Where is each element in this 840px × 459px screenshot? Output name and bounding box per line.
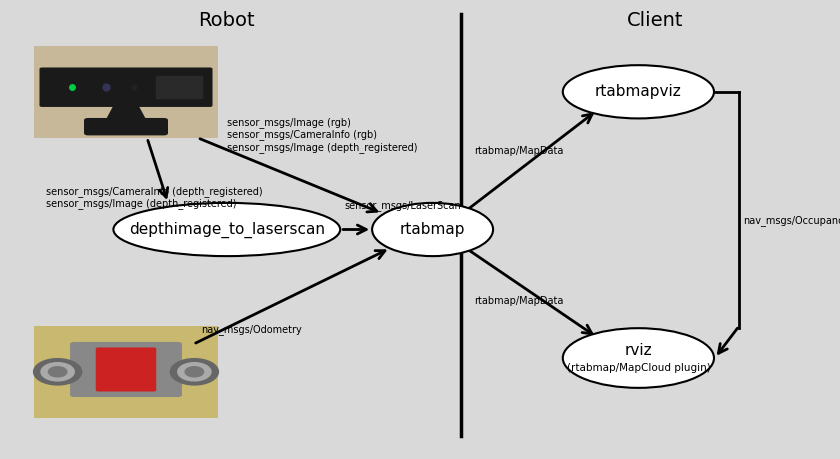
Text: rviz: rviz bbox=[625, 343, 652, 358]
Circle shape bbox=[185, 367, 203, 377]
Text: depthimage_to_laserscan: depthimage_to_laserscan bbox=[129, 221, 325, 238]
Ellipse shape bbox=[372, 203, 493, 256]
Text: rtabmap: rtabmap bbox=[400, 222, 465, 237]
FancyBboxPatch shape bbox=[70, 342, 182, 397]
Text: nav_msgs/Odometry: nav_msgs/Odometry bbox=[202, 324, 302, 335]
Polygon shape bbox=[105, 106, 147, 121]
Text: sensor_msgs/Image (rgb)
sensor_msgs/CameraInfo (rgb)
sensor_msgs/Image (depth_re: sensor_msgs/Image (rgb) sensor_msgs/Came… bbox=[227, 117, 417, 153]
Text: nav_msgs/OccupancyGrid: nav_msgs/OccupancyGrid bbox=[743, 215, 840, 226]
FancyBboxPatch shape bbox=[96, 347, 156, 392]
FancyBboxPatch shape bbox=[84, 118, 168, 135]
Ellipse shape bbox=[563, 328, 714, 388]
Text: rtabmap/MapData: rtabmap/MapData bbox=[475, 146, 564, 157]
FancyBboxPatch shape bbox=[454, 2, 840, 448]
Bar bbox=[156, 76, 202, 98]
Circle shape bbox=[49, 367, 67, 377]
Text: Robot: Robot bbox=[198, 11, 255, 30]
Ellipse shape bbox=[563, 65, 714, 118]
Circle shape bbox=[34, 358, 81, 385]
FancyBboxPatch shape bbox=[34, 326, 218, 418]
Text: rtabmapviz: rtabmapviz bbox=[595, 84, 682, 99]
Ellipse shape bbox=[113, 203, 340, 256]
FancyBboxPatch shape bbox=[34, 46, 218, 138]
Text: sensor_msgs/LaserScan: sensor_msgs/LaserScan bbox=[344, 200, 461, 211]
Text: Client: Client bbox=[627, 11, 684, 30]
Circle shape bbox=[171, 358, 218, 385]
Text: rtabmap/MapData: rtabmap/MapData bbox=[475, 296, 564, 306]
FancyBboxPatch shape bbox=[0, 2, 470, 448]
Text: sensor_msgs/CameraInfo (depth_registered)
sensor_msgs/Image (depth_registered): sensor_msgs/CameraInfo (depth_registered… bbox=[46, 186, 263, 209]
Text: (rtabmap/MapCloud plugin): (rtabmap/MapCloud plugin) bbox=[566, 363, 711, 373]
Circle shape bbox=[41, 363, 74, 381]
Circle shape bbox=[178, 363, 211, 381]
FancyBboxPatch shape bbox=[39, 67, 213, 107]
